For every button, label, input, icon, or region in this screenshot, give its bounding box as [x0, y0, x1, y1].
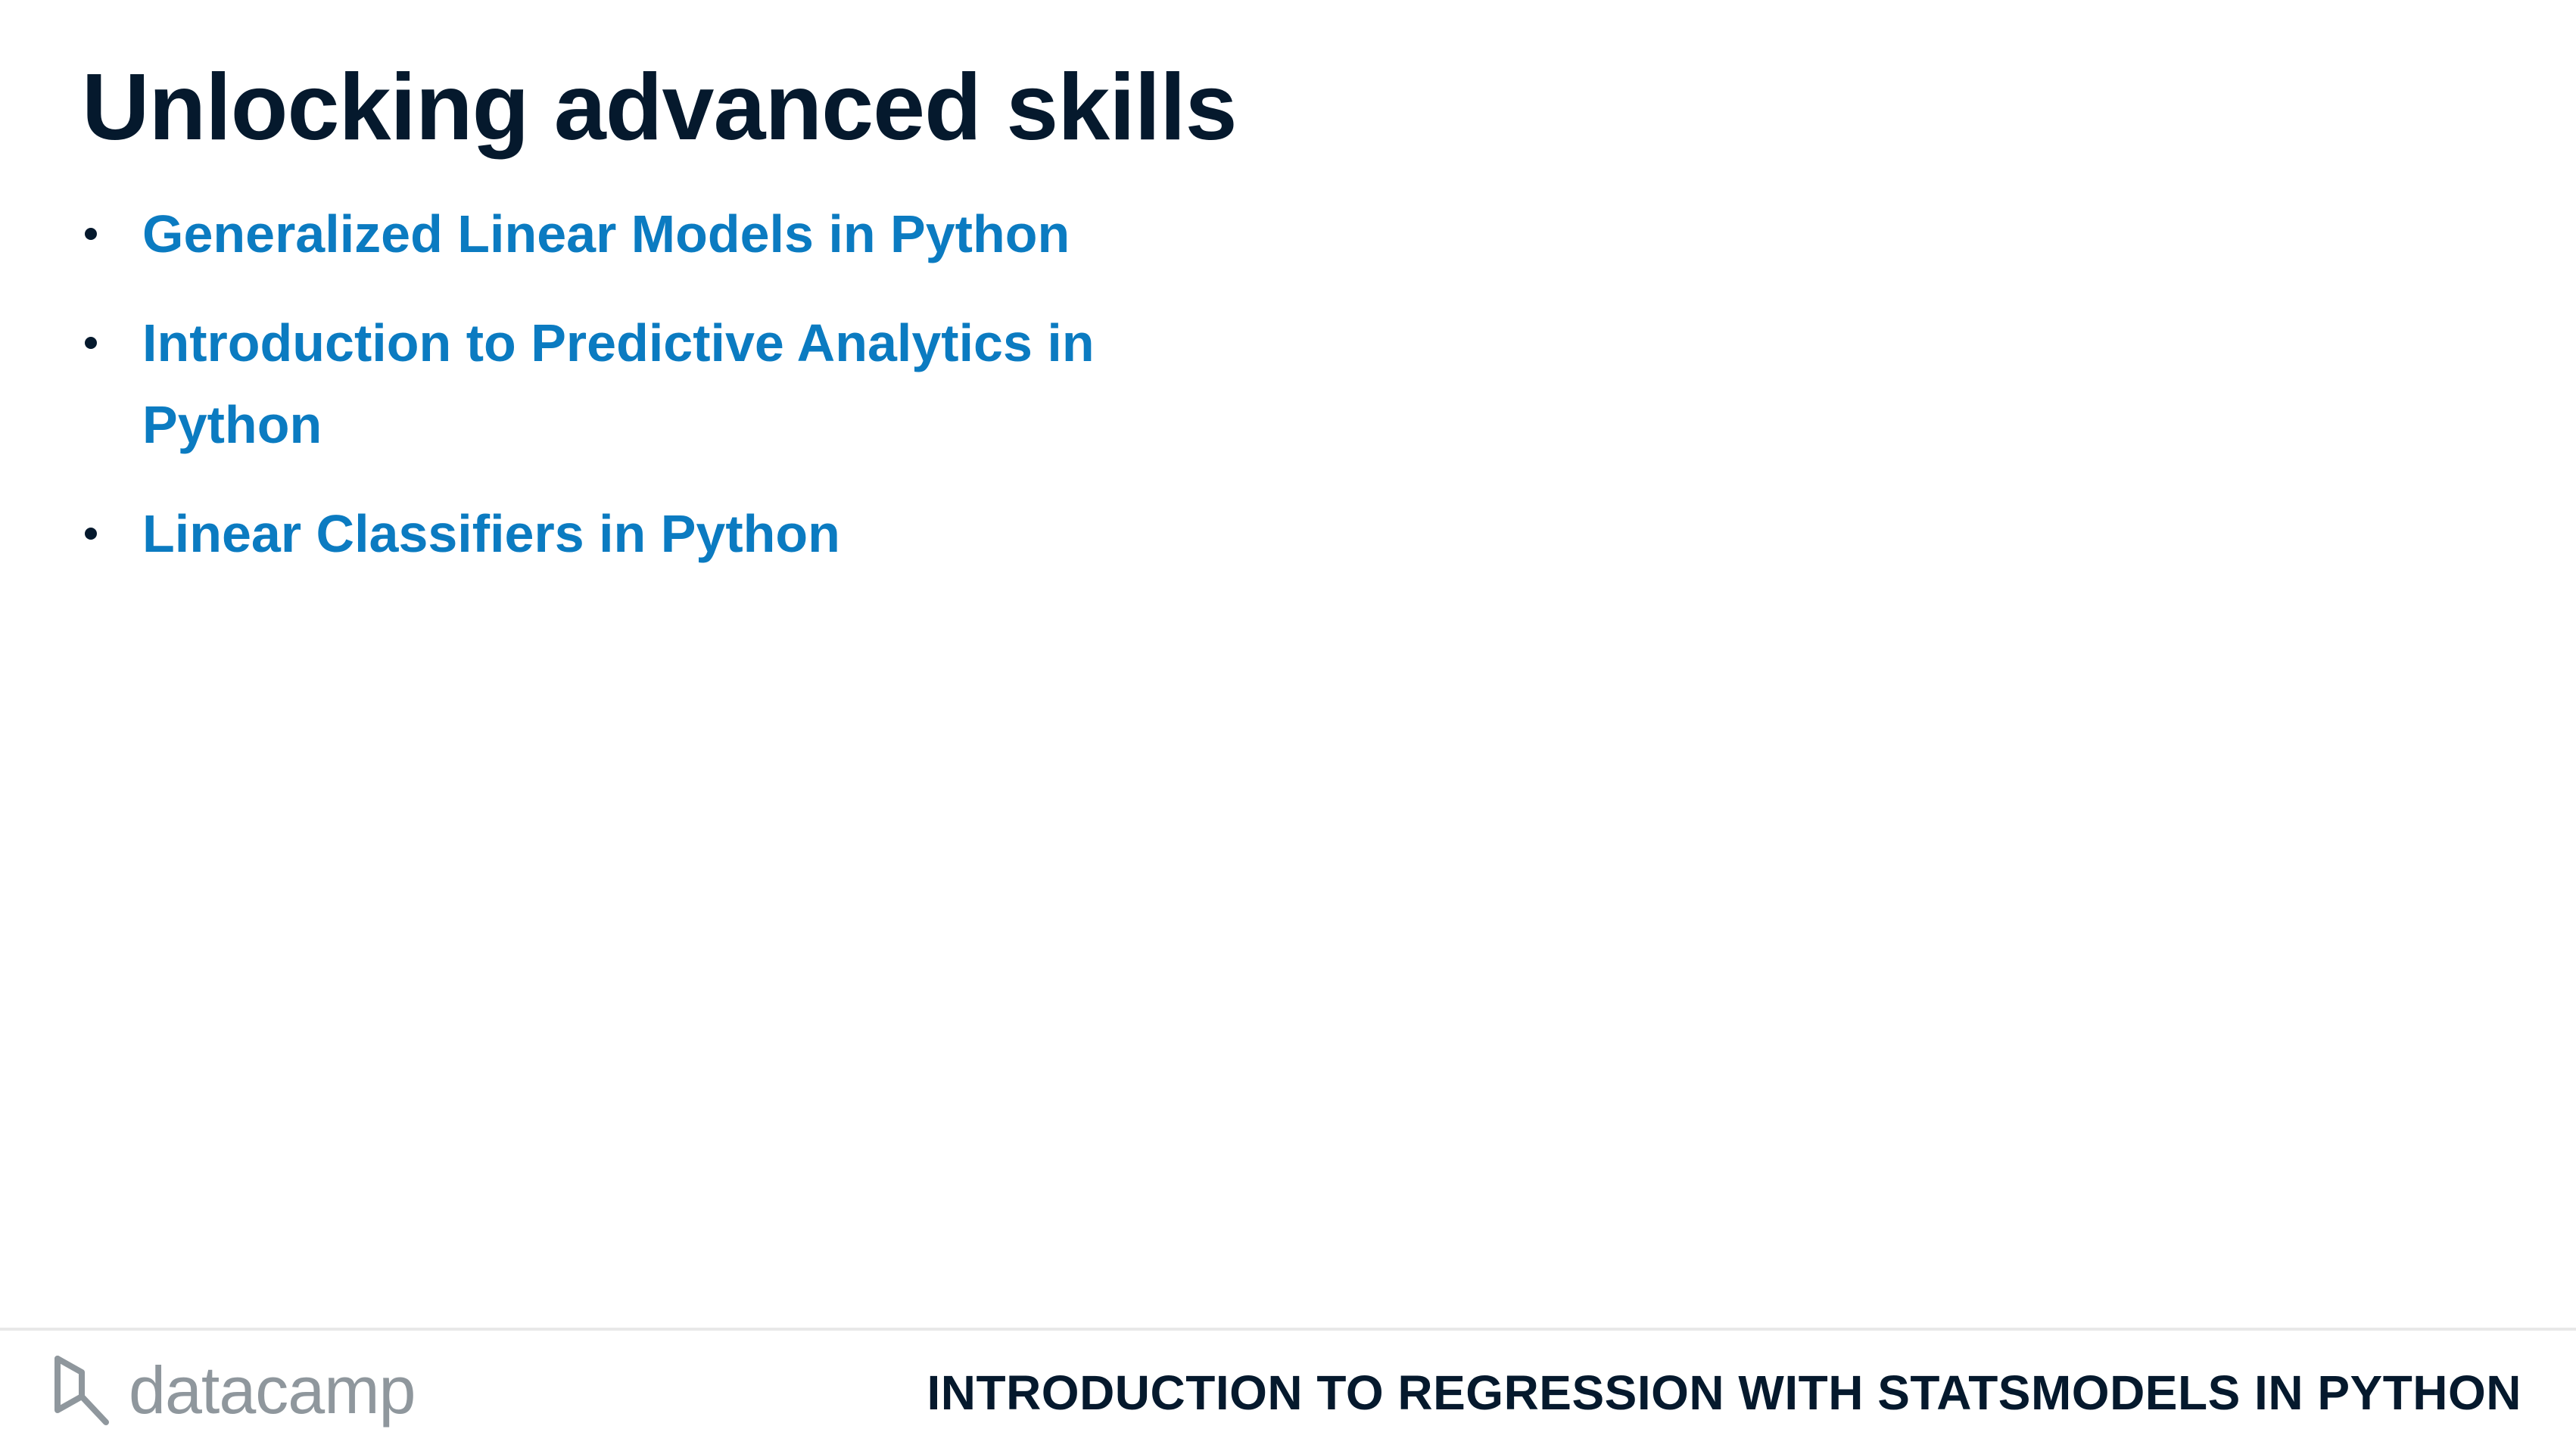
course-link-linear-classifiers[interactable]: Linear Classifiers in Python: [142, 504, 840, 563]
logo-text: datacamp: [129, 1353, 416, 1428]
course-name: INTRODUCTION TO REGRESSION WITH STATSMOD…: [927, 1365, 2521, 1420]
course-link-glm[interactable]: Generalized Linear Models in Python: [142, 204, 1070, 263]
course-link-predictive-analytics[interactable]: Introduction to Predictive Analytics in …: [142, 313, 1095, 454]
list-item: Linear Classifiers in Python: [82, 493, 1263, 574]
slide-title: Unlocking advanced skills: [82, 55, 1238, 160]
bullet-icon: [85, 337, 97, 349]
bullet-icon: [85, 528, 97, 540]
course-link-list: Generalized Linear Models in Python Intr…: [82, 193, 1263, 602]
footer-divider: [0, 1328, 2576, 1331]
list-item: Generalized Linear Models in Python: [82, 193, 1263, 275]
bullet-icon: [85, 228, 97, 240]
datacamp-logo-icon: [55, 1356, 109, 1425]
datacamp-logo: datacamp: [51, 1349, 416, 1432]
list-item: Introduction to Predictive Analytics in …: [82, 302, 1263, 466]
